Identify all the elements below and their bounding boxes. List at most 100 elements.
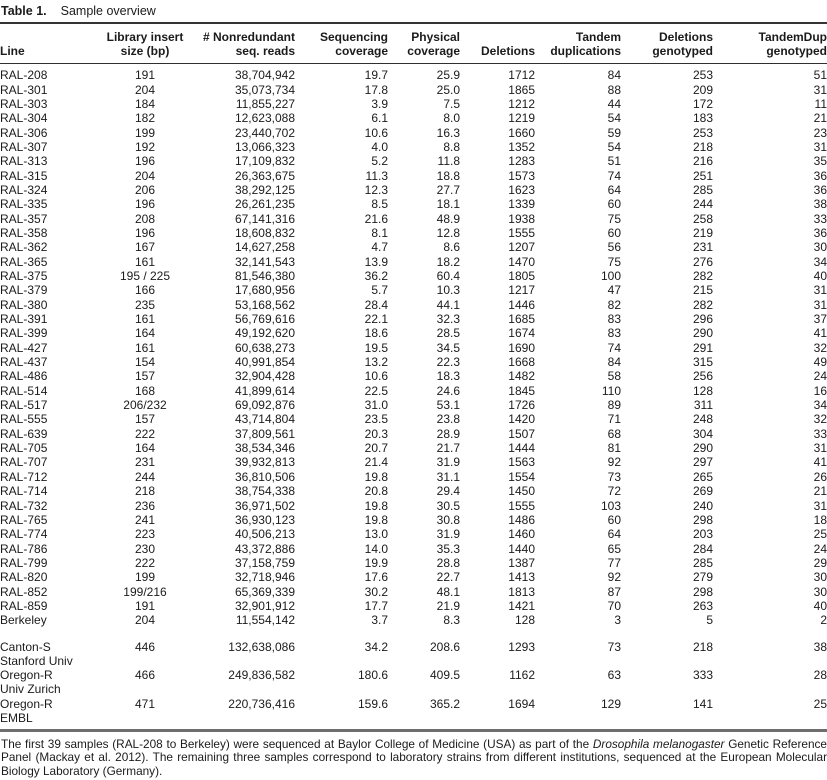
table-row: RAL-324 206 38,292,125 12.3 27.7 1623 64 285 36 — [0, 183, 827, 197]
value-cell: 231 — [134, 455, 156, 470]
line-name-cell: RAL-303 — [0, 96, 48, 111]
value-cell: 26,363,675 — [234, 168, 295, 183]
value-cell: 22.1 — [364, 312, 388, 327]
column-header-physical-coverage: Physical coverage — [388, 25, 460, 65]
line-name-cell: RAL-486 — [0, 369, 48, 384]
line-name-cell: RAL-859 — [0, 598, 48, 613]
value-cell: 10.3 — [436, 283, 460, 298]
value-cell: 25 — [813, 527, 827, 542]
value-cell: 88 — [607, 82, 621, 97]
footnote-text-start: The first 39 samples (RAL-208 to Berkele… — [1, 737, 593, 752]
table-row: RAL-786 230 43,372,886 14.0 35.3 1440 65 284 24 — [0, 542, 827, 556]
value-cell: 4.0 — [371, 139, 388, 154]
value-cell: 1207 — [508, 240, 535, 255]
value-cell: 1623 — [508, 182, 535, 197]
value-cell: 466 — [134, 668, 156, 683]
value-cell: 12.3 — [364, 182, 388, 197]
column-header-nonredundant-seq-reads: # Nonredundant seq. reads — [195, 25, 295, 65]
line-name-cell: RAL-765 — [0, 512, 48, 527]
line-name-cell: RAL-427 — [0, 340, 48, 355]
value-cell: 365.2 — [429, 696, 460, 711]
value-cell: 230 — [134, 541, 156, 556]
value-cell: 11.3 — [365, 168, 388, 183]
value-cell: 70 — [607, 598, 621, 613]
table-row: RAL-391 161 56,769,616 22.1 32.3 1685 83 296 37 — [0, 312, 827, 326]
value-cell: 167 — [134, 240, 156, 255]
value-cell: 1486 — [508, 512, 535, 527]
line-name-cell: Oregon-R — [0, 668, 53, 683]
value-cell: 25.9 — [436, 68, 460, 83]
value-cell: 311 — [693, 398, 713, 413]
column-header-line: Line — [0, 25, 95, 65]
table-row: RAL-732 236 36,971,502 19.8 30.5 1555 103 240 31 — [0, 499, 827, 513]
value-cell: 31 — [813, 297, 827, 312]
value-cell: 218 — [134, 484, 156, 499]
table-row-name-line2: EMBL — [0, 711, 827, 725]
value-cell: 23.8 — [436, 412, 460, 427]
value-cell: 203 — [692, 527, 713, 542]
value-cell: 240 — [692, 498, 713, 513]
value-cell: 38,704,942 — [234, 68, 295, 83]
value-cell: 132,638,086 — [228, 639, 295, 654]
value-cell: 11,554,142 — [235, 613, 295, 628]
value-cell: 67,141,316 — [234, 211, 295, 226]
value-cell: 17.6 — [364, 570, 388, 585]
value-cell: 1573 — [508, 168, 535, 183]
table-row: RAL-714 218 38,754,338 20.8 29.4 1450 72 269 21 — [0, 484, 827, 498]
value-cell: 1555 — [508, 225, 535, 240]
column-header-deletions-genotyped: Deletions genotyped — [621, 25, 713, 65]
line-name-cell: Canton-S — [0, 639, 51, 654]
line-name-cell: RAL-639 — [0, 426, 48, 441]
value-cell: 1726 — [508, 398, 535, 413]
value-cell: 191 — [134, 68, 156, 83]
line-name-cell: RAL-517 — [0, 398, 48, 413]
value-cell: 21 — [813, 111, 827, 126]
value-cell: 20.7 — [364, 441, 388, 456]
value-cell: 236 — [134, 498, 156, 513]
value-cell: 41 — [813, 455, 827, 470]
table-body: RAL-208 191 38,704,942 19.7 25.9 1712 84 253 51 R… — [0, 64, 827, 628]
value-cell: 8.1 — [371, 225, 388, 240]
value-cell: 29 — [813, 555, 827, 570]
value-cell: 38,534,346 — [234, 441, 295, 456]
table-row: RAL-335 196 26,261,235 8.5 18.1 1339 60 244 38 — [0, 197, 827, 211]
value-cell: 206/232 — [123, 398, 167, 413]
value-cell: 1420 — [508, 412, 535, 427]
value-cell: 37,158,759 — [234, 555, 295, 570]
line-name-cell: RAL-714 — [0, 484, 48, 499]
value-cell: 199/216 — [123, 584, 167, 599]
value-cell: 40,991,854 — [234, 355, 295, 370]
value-cell: 32,718,946 — [234, 570, 295, 585]
value-cell: 8.8 — [443, 139, 460, 154]
table-row: RAL-379 166 17,680,956 5.7 10.3 1217 47 215 31 — [0, 283, 827, 297]
value-cell: 1482 — [508, 369, 535, 384]
value-cell: 10.6 — [364, 125, 388, 140]
value-cell: 40 — [813, 269, 827, 283]
value-cell: 30.5 — [436, 498, 460, 513]
value-cell: 110 — [601, 383, 621, 398]
value-cell: 180.6 — [357, 668, 388, 683]
line-name-cell: Berkeley — [0, 613, 47, 628]
value-cell: 63 — [607, 668, 621, 683]
value-cell: 8.0 — [443, 111, 460, 126]
value-cell: 17,680,956 — [234, 283, 295, 298]
value-cell: 231 — [692, 240, 713, 255]
value-cell: 141 — [692, 696, 713, 711]
table-row: RAL-357 208 67,141,316 21.6 48.9 1938 75 258 33 — [0, 212, 827, 226]
value-cell: 32 — [813, 412, 827, 427]
value-cell: 1421 — [508, 598, 535, 613]
value-cell: 1413 — [508, 570, 535, 585]
value-cell: 48.1 — [436, 584, 460, 599]
column-header-library-insert-size: Library insert size (bp) — [95, 25, 195, 65]
value-cell: 20.3 — [364, 426, 388, 441]
value-cell: 4.7 — [371, 240, 388, 255]
line-name-cell: RAL-324 — [0, 182, 48, 197]
table-row-name-line2: Univ Zurich — [0, 682, 827, 696]
value-cell: 64 — [607, 182, 621, 197]
value-cell: 129 — [600, 696, 621, 711]
table-row: RAL-365 161 32,141,543 13.9 18.2 1470 75 276 34 — [0, 255, 827, 269]
value-cell: 298 — [692, 512, 713, 527]
line-name-cell: RAL-514 — [0, 383, 48, 398]
table-row: RAL-486 157 32,904,428 10.6 18.3 1482 58 256 24 — [0, 369, 827, 383]
